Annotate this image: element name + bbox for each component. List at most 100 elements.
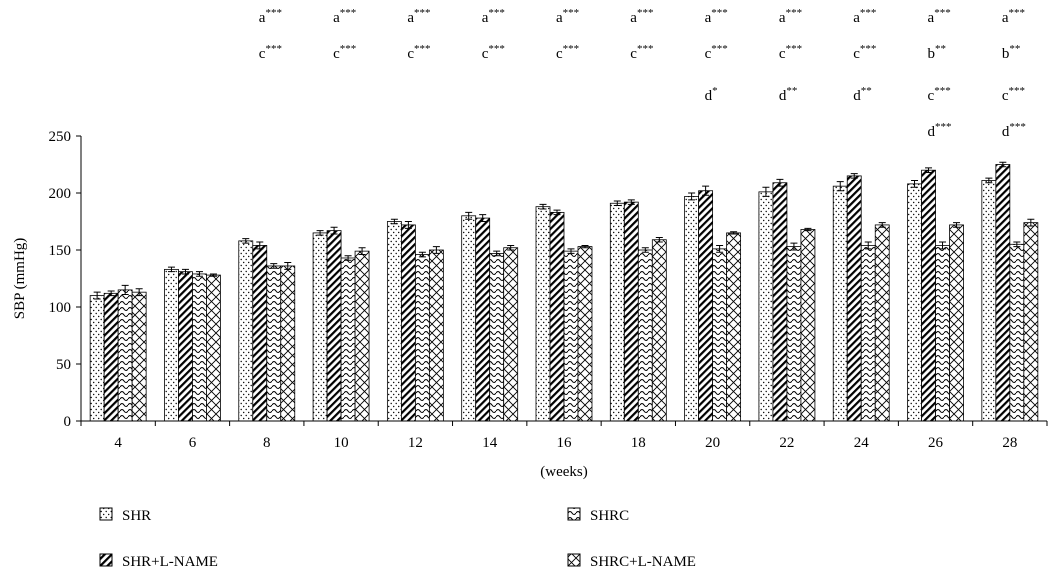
y-tick-label: 250 [49,129,72,145]
significance-label: a*** [1002,7,1025,26]
significance-label: c*** [556,43,579,62]
bar [503,247,519,422]
bar [981,180,997,422]
error-bar [181,268,189,275]
bar [563,250,579,422]
y-axis-label: SBP (mmHg) [12,238,28,320]
error-bar [836,181,844,192]
legend-swatch [567,553,581,567]
error-bar [432,246,440,254]
error-bar [121,284,129,295]
error-bar [864,241,872,250]
bar [772,182,788,422]
bar [400,224,416,422]
legend-label: SHR+L-NAME [122,554,218,570]
y-tick-label: 0 [64,414,72,430]
bar [461,215,477,422]
bar [786,246,802,422]
error-bar [284,262,292,270]
error-bar [641,247,649,253]
error-bar [93,291,101,300]
bar [206,274,221,422]
y-axis-title: SBP (mmHg) [12,238,28,320]
significance-label: a*** [556,7,579,26]
significance-label: c*** [779,43,802,62]
bar [949,224,964,422]
significance-label: a*** [779,7,802,26]
significance-label: d*** [928,121,952,140]
x-tick-label: 28 [1002,435,1017,451]
bar [651,239,667,422]
y-tick-label: 200 [49,186,72,202]
significance-label: c*** [928,85,951,104]
error-bar [925,167,933,173]
bar [846,175,862,422]
bar [489,253,505,422]
significance-label: a*** [259,7,282,26]
bar [726,232,742,422]
error-bar [911,179,919,188]
legend-swatch [99,507,113,521]
legend: SHR SHRC SHR+L-NAME SHRC+L-NAME [99,507,696,570]
x-tick-label: 6 [189,435,197,451]
bar [921,169,936,422]
significance-label: c*** [333,43,356,62]
error-bar [479,214,487,222]
significance-label: c*** [482,43,505,62]
bar [238,240,254,422]
error-bar [107,290,115,297]
error-bar [581,244,589,249]
bar [637,249,653,422]
bar [935,245,950,422]
error-bar [730,231,738,235]
bar [252,245,268,422]
bar [89,295,105,422]
error-bar [702,185,710,196]
bar [354,250,370,422]
error-bar [553,209,561,216]
bar [1009,243,1025,422]
bar [266,265,282,422]
error-bar [404,221,412,229]
significance-label: c*** [259,43,282,62]
error-bar [804,227,812,232]
bar [117,289,133,422]
bar [386,221,402,422]
error-bar [358,247,366,256]
error-bar [167,266,175,273]
x-axis: 4 6 8 10 12 14 16 18 20 22 24 26 28 (weeks) [80,420,1048,480]
significance-label: a*** [928,7,951,26]
bar [609,202,625,422]
error-bar [539,203,547,210]
legend-swatch [567,507,581,521]
bar [1023,222,1039,422]
error-bar [507,244,515,251]
legend-label: SHRC+L-NAME [590,554,696,570]
bar [178,271,193,422]
error-bar [256,241,264,250]
error-bar [330,226,338,235]
x-tick-label: 20 [705,435,720,451]
bar [549,211,565,422]
error-bar [627,199,635,205]
bar [414,254,430,422]
error-bar [985,177,993,184]
bar [103,292,119,422]
bar [758,191,774,422]
bar [684,196,700,422]
bar [535,206,551,422]
bar [428,249,444,422]
bar [131,291,147,422]
bar [860,245,876,422]
error-bar [316,230,324,236]
x-tick-label: 4 [114,435,122,451]
error-bar [465,211,473,220]
bar [164,268,179,422]
error-bar [878,222,886,228]
significance-label: c*** [853,43,876,62]
bar [577,246,593,422]
error-bar [195,271,203,277]
significance-label: c*** [630,43,653,62]
x-tick-label: 10 [334,435,349,451]
